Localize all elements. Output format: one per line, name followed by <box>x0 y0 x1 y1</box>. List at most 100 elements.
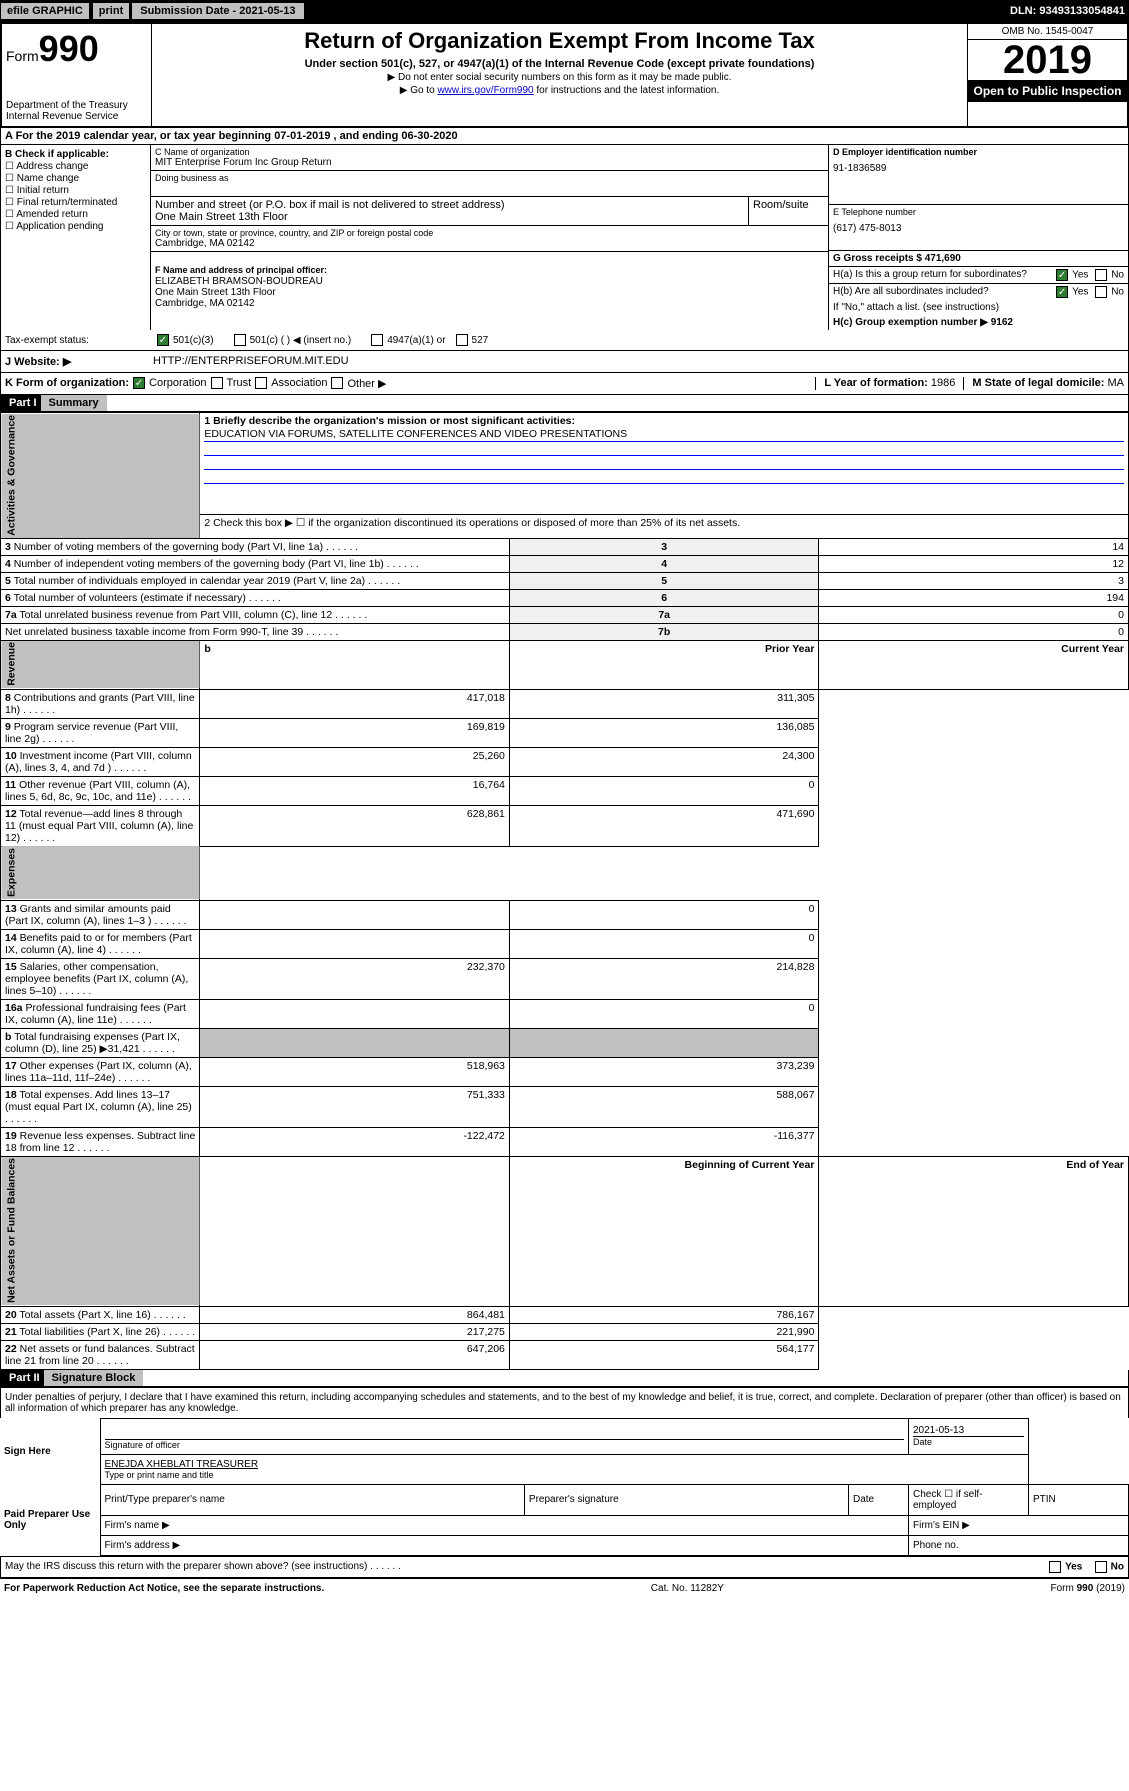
summary-row: 12 Total revenue—add lines 8 through 11 … <box>1 805 1129 846</box>
chk-address-change[interactable]: ☐ Address change <box>5 161 146 172</box>
sig-officer-cell: Signature of officer <box>100 1418 909 1454</box>
print-button[interactable]: print <box>92 2 130 20</box>
col-b-hdr: b <box>200 640 510 689</box>
chk-amended[interactable]: ☐ Amended return <box>5 209 146 220</box>
firm-name: Firm's name ▶ <box>100 1515 909 1535</box>
state-domicile: M State of legal domicile: MA <box>963 377 1124 390</box>
summary-row: 7a Total unrelated business revenue from… <box>1 606 1129 623</box>
chk-trust[interactable] <box>211 377 223 389</box>
summary-row: 6 Total number of volunteers (estimate i… <box>1 589 1129 606</box>
room-suite: Room/suite <box>748 197 828 226</box>
summary-row: 11 Other revenue (Part VIII, column (A),… <box>1 776 1129 805</box>
summary-row: 16a Professional fundraising fees (Part … <box>1 999 1129 1028</box>
summary-row: 10 Investment income (Part VIII, column … <box>1 747 1129 776</box>
ha-yes[interactable] <box>1056 269 1068 281</box>
paid-preparer: Paid Preparer Use Only <box>0 1484 100 1555</box>
prep-name-hdr: Print/Type preparer's name <box>100 1484 524 1515</box>
website-row: J Website: ▶ HTTP://ENTERPRISEFORUM.MIT.… <box>0 351 1129 373</box>
chk-initial-return[interactable]: ☐ Initial return <box>5 185 146 196</box>
ptin-hdr: PTIN <box>1029 1484 1129 1515</box>
summary-row: 18 Total expenses. Add lines 13–17 (must… <box>1 1086 1129 1127</box>
city-cell: City or town, state or province, country… <box>151 226 828 252</box>
discuss-no[interactable] <box>1095 1561 1107 1573</box>
ssn-note: ▶ Do not enter social security numbers o… <box>156 72 963 83</box>
prior-year-hdr: Prior Year <box>509 640 819 689</box>
chk-app-pending[interactable]: ☐ Application pending <box>5 221 146 232</box>
chk-other[interactable] <box>331 377 343 389</box>
summary-row: b Total fundraising expenses (Part IX, c… <box>1 1028 1129 1057</box>
submission-date: Submission Date - 2021-05-13 <box>132 3 303 19</box>
sign-here: Sign Here <box>0 1418 100 1484</box>
form-title: Return of Organization Exempt From Incom… <box>156 28 963 54</box>
dln: DLN: 93493133054841 <box>1010 5 1129 17</box>
summary-row: 9 Program service revenue (Part VIII, li… <box>1 718 1129 747</box>
ein-cell: D Employer identification number 91-1836… <box>829 145 1128 205</box>
firm-addr: Firm's address ▶ <box>100 1535 909 1555</box>
chk-corporation[interactable] <box>133 377 145 389</box>
efile-label: efile GRAPHIC <box>0 2 90 20</box>
footer: For Paperwork Reduction Act Notice, see … <box>0 1578 1129 1598</box>
firm-phone: Phone no. <box>909 1535 1129 1555</box>
summary-row: 19 Revenue less expenses. Subtract line … <box>1 1127 1129 1156</box>
chk-association[interactable] <box>255 377 267 389</box>
form-header: Form990 Department of the Treasury Inter… <box>0 22 1129 128</box>
vert-expenses: Expenses <box>1 846 200 900</box>
current-year-hdr: Current Year <box>819 640 1129 689</box>
hc-exemption: H(c) Group exemption number ▶ 9162 <box>829 315 1128 330</box>
discuss-yes[interactable] <box>1049 1561 1061 1573</box>
chk-final-return[interactable]: ☐ Final return/terminated <box>5 197 146 208</box>
q1-label: 1 Briefly describe the organization's mi… <box>204 415 575 427</box>
summary-row: 5 Total number of individuals employed i… <box>1 572 1129 589</box>
hb-subordinates: H(b) Are all subordinates included? Yes … <box>829 284 1128 300</box>
ha-group-return: H(a) Is this a group return for subordin… <box>829 267 1128 284</box>
hb-yes[interactable] <box>1056 286 1068 298</box>
summary-row: Net unrelated business taxable income fr… <box>1 623 1129 640</box>
phone-cell: E Telephone number (617) 475-8013 <box>829 205 1128 251</box>
summary-row: 22 Net assets or fund balances. Subtract… <box>1 1340 1129 1369</box>
dba-cell: Doing business as <box>151 171 828 197</box>
ha-no[interactable] <box>1095 269 1107 281</box>
korg-row: K Form of organization: Corporation Trus… <box>0 373 1129 395</box>
chk-527[interactable] <box>456 334 468 346</box>
summary-row: 13 Grants and similar amounts paid (Part… <box>1 900 1129 929</box>
org-name: MIT Enterprise Forum Inc Group Return <box>155 157 824 168</box>
chk-501c3[interactable] <box>157 334 169 346</box>
hb-no[interactable] <box>1095 286 1107 298</box>
part1-header: Part ISummary <box>0 395 1129 412</box>
discuss-row: May the IRS discuss this return with the… <box>0 1556 1129 1578</box>
signature-table: Sign Here Signature of officer 2021-05-1… <box>0 1418 1129 1556</box>
form-subtitle: Under section 501(c), 527, or 4947(a)(1)… <box>156 58 963 70</box>
cat-no: Cat. No. 11282Y <box>651 1583 724 1594</box>
goto-note: ▶ Go to www.irs.gov/Form990 for instruct… <box>156 85 963 96</box>
summary-row: 3 Number of voting members of the govern… <box>1 538 1129 555</box>
end-year-hdr: End of Year <box>819 1156 1129 1306</box>
chk-name-change[interactable]: ☐ Name change <box>5 173 146 184</box>
hb-note: If "No," attach a list. (see instruction… <box>829 300 1128 315</box>
tax-exempt-row: Tax-exempt status: 501(c)(3) 501(c) ( ) … <box>0 330 1129 351</box>
tax-year: 2019 <box>968 40 1127 80</box>
self-emp-cell: Check ☐ if self-employed <box>909 1484 1029 1515</box>
summary-row: 15 Salaries, other compensation, employe… <box>1 958 1129 999</box>
prep-sig-hdr: Preparer's signature <box>524 1484 848 1515</box>
section-a-period: A For the 2019 calendar year, or tax yea… <box>0 128 1129 145</box>
perjury-statement: Under penalties of perjury, I declare th… <box>0 1387 1129 1418</box>
prep-date-hdr: Date <box>849 1484 909 1515</box>
begin-year-hdr: Beginning of Current Year <box>509 1156 819 1306</box>
summary-row: 17 Other expenses (Part IX, column (A), … <box>1 1057 1129 1086</box>
chk-501c[interactable] <box>234 334 246 346</box>
summary-row: 21 Total liabilities (Part X, line 26)21… <box>1 1323 1129 1340</box>
mission-text: EDUCATION VIA FORUMS, SATELLITE CONFEREN… <box>204 427 1124 442</box>
summary-row: 20 Total assets (Part X, line 16)864,481… <box>1 1306 1129 1323</box>
col-b-checkboxes: B Check if applicable: ☐ Address change … <box>1 145 151 330</box>
summary-row: 8 Contributions and grants (Part VIII, l… <box>1 689 1129 718</box>
part2-header: Part IISignature Block <box>0 1370 1129 1387</box>
sig-date-cell: 2021-05-13 Date <box>909 1418 1029 1454</box>
dept-treasury: Department of the Treasury Internal Reve… <box>6 100 147 122</box>
vert-revenue: Revenue <box>1 640 200 689</box>
summary-row: 4 Number of independent voting members o… <box>1 555 1129 572</box>
entity-info: B Check if applicable: ☐ Address change … <box>0 145 1129 330</box>
website-url: HTTP://ENTERPRISEFORUM.MIT.EDU <box>153 355 349 368</box>
irs-link[interactable]: www.irs.gov/Form990 <box>437 85 533 96</box>
firm-ein: Firm's EIN ▶ <box>909 1515 1129 1535</box>
chk-4947[interactable] <box>371 334 383 346</box>
